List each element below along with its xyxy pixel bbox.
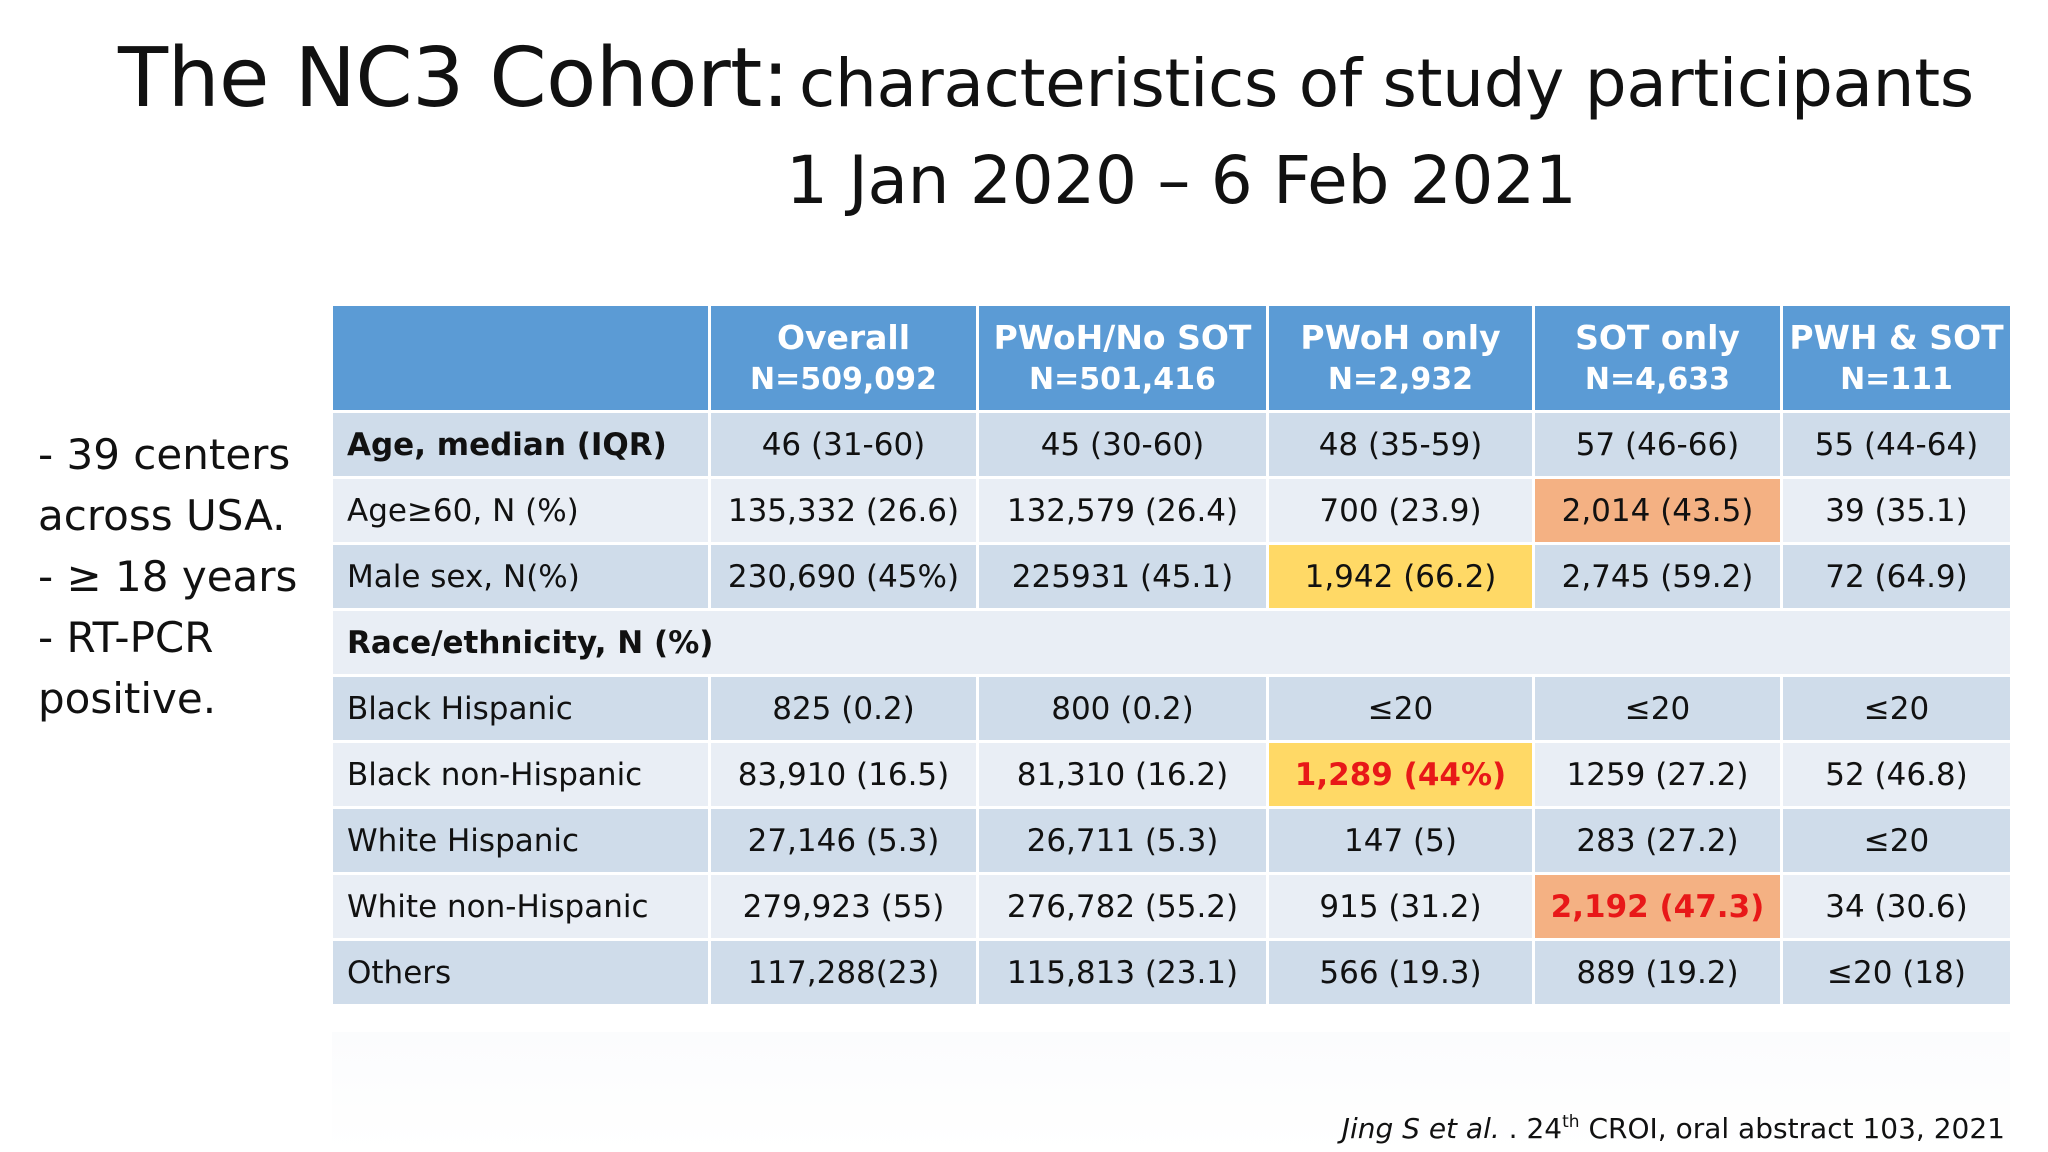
citation-post: CROI, oral abstract 103, 2021 (1579, 1112, 2005, 1145)
section-label: Race/ethnicity, N (%) (330, 608, 2013, 677)
table-cell: 283 (27.2) (1532, 806, 1783, 875)
table-row: White non-Hispanic 279,923 (55) 276,782 … (330, 872, 2013, 941)
highlighted-cell: 1,942 (66.2) (1266, 542, 1535, 611)
table-cell: 55 (44-64) (1780, 410, 2013, 479)
cohort-table: Overall N=509,092 PWoH/No SOT N=501,416 PW… (330, 303, 2013, 1007)
header-overall: Overall N=509,092 (708, 303, 979, 413)
bullet-line: positive. (38, 674, 217, 723)
table-cell: 1259 (27.2) (1532, 740, 1783, 809)
table-cell: 889 (19.2) (1532, 938, 1783, 1007)
row-label: Black Hispanic (330, 674, 711, 743)
bullet-line: - ≥ 18 years (38, 552, 298, 601)
table-row: Male sex, N(%) 230,690 (45%) 225931 (45.… (330, 542, 2013, 611)
table-cell: 57 (46-66) (1532, 410, 1783, 479)
table-row: Black Hispanic 825 (0.2) 800 (0.2) ≤20 ≤… (330, 674, 2013, 743)
table-cell: 279,923 (55) (708, 872, 979, 941)
citation: Jing S et al. . 24th CROI, oral abstract… (1342, 1112, 2005, 1145)
table-cell: 230,690 (45%) (708, 542, 979, 611)
table-cell: 52 (46.8) (1780, 740, 2013, 809)
table-row: Black non-Hispanic 83,910 (16.5) 81,310 … (330, 740, 2013, 809)
table-cell: 45 (30-60) (976, 410, 1269, 479)
table-cell: ≤20 (1780, 674, 2013, 743)
table-cell: 72 (64.9) (1780, 542, 2013, 611)
bullet-line: across USA. (38, 491, 286, 540)
header-pwh-and-sot: PWH & SOT N=111 (1780, 303, 2013, 413)
bullet-line: - RT-PCR (38, 613, 214, 662)
table-row: Age≥60, N (%) 135,332 (26.6) 132,579 (26… (330, 476, 2013, 545)
table-cell: 34 (30.6) (1780, 872, 2013, 941)
table-cell: 48 (35-59) (1266, 410, 1535, 479)
title-subtitle: characteristics of study participants (798, 45, 1974, 122)
citation-authors: Jing S et al. (1341, 1112, 1500, 1145)
slide-title: The NC3 Cohort: characteristics of study … (118, 38, 1974, 120)
row-label: Age, median (IQR) (330, 410, 711, 479)
table-cell: 27,146 (5.3) (708, 806, 979, 875)
table-row: Others 117,288(23) 115,813 (23.1) 566 (1… (330, 938, 2013, 1007)
header-empty-cell (330, 303, 711, 413)
row-label: White Hispanic (330, 806, 711, 875)
table-cell: 2,745 (59.2) (1532, 542, 1783, 611)
table-cell: 132,579 (26.4) (976, 476, 1269, 545)
background-panel (332, 1032, 2010, 1152)
bullet-list: - 39 centers across USA. - ≥ 18 years - … (38, 424, 297, 729)
table-cell: 26,711 (5.3) (976, 806, 1269, 875)
table-cell: 135,332 (26.6) (708, 476, 979, 545)
row-label: Male sex, N(%) (330, 542, 711, 611)
table-cell: 225931 (45.1) (976, 542, 1269, 611)
title-date-range: 1 Jan 2020 – 6 Feb 2021 (786, 142, 1577, 219)
row-label: White non-Hispanic (330, 872, 711, 941)
table-cell: ≤20 (1780, 806, 2013, 875)
bullet-line: - 39 centers (38, 430, 291, 479)
table-cell: 566 (19.3) (1266, 938, 1535, 1007)
table-cell: ≤20 (1532, 674, 1783, 743)
table-cell: ≤20 (18) (1780, 938, 2013, 1007)
header-sot-only: SOT only N=4,633 (1532, 303, 1783, 413)
table-cell: 117,288(23) (708, 938, 979, 1007)
table-cell: 81,310 (16.2) (976, 740, 1269, 809)
citation-pre: . 24 (1499, 1112, 1563, 1145)
title-main: The NC3 Cohort: (118, 31, 789, 126)
header-pwoh-no-sot: PWoH/No SOT N=501,416 (976, 303, 1269, 413)
table-cell: 115,813 (23.1) (976, 938, 1269, 1007)
table-cell: 915 (31.2) (1266, 872, 1535, 941)
table-cell: 825 (0.2) (708, 674, 979, 743)
table-cell: 147 (5) (1266, 806, 1535, 875)
table-cell: ≤20 (1266, 674, 1535, 743)
row-label: Others (330, 938, 711, 1007)
table-cell: 700 (23.9) (1266, 476, 1535, 545)
highlighted-cell: 2,014 (43.5) (1532, 476, 1783, 545)
table-cell: 83,910 (16.5) (708, 740, 979, 809)
table-row: Age, median (IQR) 46 (31-60) 45 (30-60) … (330, 410, 2013, 479)
row-label: Black non-Hispanic (330, 740, 711, 809)
highlighted-cell: 1,289 (44%) (1266, 740, 1535, 809)
row-label: Age≥60, N (%) (330, 476, 711, 545)
table-cell: 46 (31-60) (708, 410, 979, 479)
table-cell: 800 (0.2) (976, 674, 1269, 743)
table-section-row: Race/ethnicity, N (%) (330, 608, 2013, 677)
citation-sup: th (1562, 1112, 1580, 1132)
table-cell: 39 (35.1) (1780, 476, 2013, 545)
table-cell: 276,782 (55.2) (976, 872, 1269, 941)
table-row: White Hispanic 27,146 (5.3) 26,711 (5.3)… (330, 806, 2013, 875)
header-pwoh-only: PWoH only N=2,932 (1266, 303, 1535, 413)
highlighted-cell: 2,192 (47.3) (1532, 872, 1783, 941)
table-header-row: Overall N=509,092 PWoH/No SOT N=501,416 PW… (330, 303, 2013, 413)
